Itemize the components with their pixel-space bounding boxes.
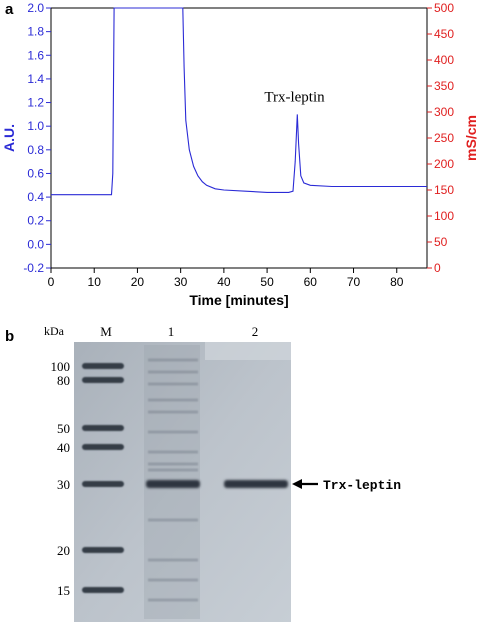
lane-1-faint-band (148, 370, 198, 374)
y-tick-label: 1.8 (27, 25, 44, 39)
y-tick-label: 1.6 (27, 48, 44, 62)
lane-1-faint-band (148, 558, 198, 562)
band-arrow-icon (292, 479, 302, 489)
marker-band (82, 363, 124, 369)
lane-1-faint-band (148, 450, 198, 454)
marker-size-label: 100 (51, 359, 71, 374)
marker-size-label: 15 (57, 583, 70, 598)
x-tick-label: 40 (217, 275, 231, 289)
y-tick-label: 1.4 (27, 72, 44, 86)
lane-label-2: 2 (252, 324, 259, 339)
lane-1-faint-band (148, 518, 198, 522)
marker-size-label: 80 (57, 373, 70, 388)
lane-1-faint-band (148, 468, 198, 472)
marker-band (82, 587, 124, 593)
y2-axis-ticks: 0 50 100 150 200 250 300 350 400 450 500 (427, 1, 454, 275)
y-tick-label: 0.2 (27, 214, 44, 228)
y2-tick-label: 200 (434, 157, 454, 171)
marker-band (82, 547, 124, 553)
x-tick-label: 50 (260, 275, 274, 289)
kda-unit-label: kDa (44, 324, 65, 338)
marker-band (82, 444, 124, 450)
marker-size-label: 50 (57, 421, 70, 436)
y-tick-label: -0.2 (23, 261, 44, 275)
lane-1-faint-band (148, 598, 198, 602)
gel-edge-highlight (205, 342, 291, 360)
x-tick-label: 70 (347, 275, 361, 289)
y2-tick-label: 150 (434, 183, 454, 197)
y2-tick-label: 0 (434, 261, 441, 275)
y-tick-label: 0.0 (27, 237, 44, 251)
y-tick-label: 2.0 (27, 1, 44, 15)
y-tick-label: 1.0 (27, 119, 44, 133)
lane-1-bands (146, 358, 200, 602)
x-tick-label: 30 (174, 275, 188, 289)
y-tick-label: 0.8 (27, 143, 44, 157)
y2-tick-label: 350 (434, 79, 454, 93)
y2-tick-label: 400 (434, 53, 454, 67)
x-axis-ticks: 0 10 20 30 40 50 60 70 80 (48, 268, 404, 289)
y-tick-label: 0.4 (27, 190, 44, 204)
y-axis-title: A.U. (1, 124, 17, 152)
x-tick-label: 20 (131, 275, 145, 289)
x-axis-title: Time [minutes] (189, 292, 288, 308)
marker-size-label: 40 (57, 440, 70, 455)
y2-tick-label: 300 (434, 105, 454, 119)
y-axis-ticks: -0.2 0.0 0.2 0.4 0.6 0.8 1.0 1.2 1.4 1.6 1.8 2.0 (23, 1, 51, 275)
band-label: Trx-leptin (323, 478, 401, 493)
lane-1-faint-band (148, 578, 198, 582)
marker-bands (82, 363, 124, 593)
peak-annotation: Trx-leptin (264, 89, 325, 105)
marker-band (82, 481, 124, 487)
y2-tick-label: 250 (434, 131, 454, 145)
lane-1-faint-band (148, 398, 198, 402)
x-tick-label: 60 (304, 275, 318, 289)
marker-size-label: 20 (57, 543, 70, 558)
lane-1-faint-band (148, 462, 198, 466)
lane-2-bands (224, 480, 288, 488)
marker-band (82, 377, 124, 383)
panel-a-label: a (5, 1, 14, 18)
y2-axis-title: mS/cm (463, 115, 479, 161)
lane-label-1: 1 (168, 324, 175, 339)
lane-1-target-band (146, 480, 200, 488)
y2-tick-label: 450 (434, 27, 454, 41)
lane-label-marker: M (100, 324, 112, 339)
y-tick-label: 1.2 (27, 96, 44, 110)
y2-tick-label: 50 (434, 235, 448, 249)
chromatogram-chart: -0.2 0.0 0.2 0.4 0.6 0.8 1.0 1.2 1.4 1.6 1.8 2.0 0 5… (1, 1, 479, 308)
x-tick-label: 80 (390, 275, 404, 289)
lane-2-target-band (224, 480, 288, 488)
marker-size-label: 30 (57, 477, 70, 492)
lane-1-faint-band (148, 358, 198, 362)
y-tick-label: 0.6 (27, 166, 44, 180)
lane-1-faint-band (148, 410, 198, 414)
y2-tick-label: 500 (434, 1, 454, 15)
y2-tick-label: 100 (434, 209, 454, 223)
x-tick-label: 10 (88, 275, 102, 289)
marker-band (82, 425, 124, 431)
panel-b-label: b (5, 328, 14, 345)
lane-1-faint-band (148, 382, 198, 386)
lane-1-faint-band (148, 430, 198, 434)
absorbance-trace (51, 7, 427, 196)
plot-frame (50, 7, 428, 269)
x-tick-label: 0 (48, 275, 55, 289)
